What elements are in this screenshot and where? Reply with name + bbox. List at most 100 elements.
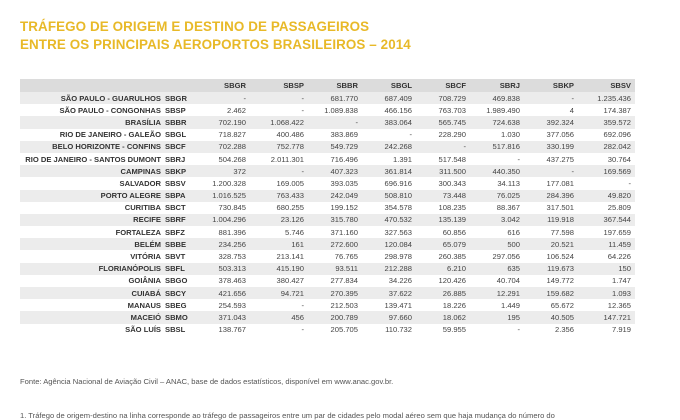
table-cell: 421.656	[205, 287, 250, 300]
table-cell: 25.809	[578, 201, 635, 214]
table-cell: 392.324	[524, 116, 578, 129]
table-row: RECIFE SBRF 1.004.296 23.126 315.780 470.532 1…	[20, 213, 635, 227]
table-cell: 708.729	[416, 92, 470, 105]
table-cell: 752.778	[250, 140, 308, 153]
table-cell: 380.427	[250, 274, 308, 287]
table-cell: 687.409	[362, 92, 416, 105]
table-row: CUIABÁ SBCY 421.656 94.721 270.395 37.622 26.8…	[20, 287, 635, 300]
table-cell: 18.062	[416, 311, 470, 324]
table-cell: 174.387	[578, 104, 635, 117]
table-cell: -	[362, 128, 416, 141]
table-cell: 205.705	[308, 323, 362, 336]
table-row: FORTALEZA SBFZ 881.396 5.746 371.160 327.563 6…	[20, 226, 635, 239]
table-cell: 60.856	[416, 226, 470, 239]
table-cell: 284.396	[524, 189, 578, 202]
table-cell: 73.448	[416, 189, 470, 202]
table-cell: 763.433	[250, 189, 308, 202]
row-city-label: CAMPINAS	[20, 165, 165, 178]
table-cell: 270.395	[308, 287, 362, 300]
column-header: SBKP	[524, 79, 578, 92]
table-cell: 88.367	[470, 201, 524, 214]
table-cell: -	[470, 152, 524, 166]
table-cell: 277.834	[308, 274, 362, 287]
table-cell: 200.789	[308, 311, 362, 324]
table-cell: 692.096	[578, 128, 635, 141]
row-city-label: RECIFE	[20, 213, 165, 227]
table-cell: 272.600	[308, 238, 362, 251]
table-cell: 213.141	[250, 250, 308, 263]
row-airport-code: SBRF	[165, 213, 205, 227]
table-cell: 371.043	[205, 311, 250, 324]
row-airport-code: SBKP	[165, 165, 205, 178]
table-cell: 470.532	[362, 213, 416, 227]
table-row: VITÓRIA SBVT 328.753 213.141 76.765 298.978 26…	[20, 250, 635, 263]
row-city-label: SALVADOR	[20, 177, 165, 190]
table-cell: 372	[205, 165, 250, 178]
table-cell: 400.486	[250, 128, 308, 141]
table-cell: -	[250, 165, 308, 178]
table-cell: 195	[470, 311, 524, 324]
table-cell: 212.503	[308, 299, 362, 312]
row-airport-code: SBGL	[165, 128, 205, 141]
table-cell: 149.772	[524, 274, 578, 287]
table-cell: 730.845	[205, 201, 250, 214]
table-cell: 297.056	[470, 250, 524, 263]
table-cell: 1.989.490	[470, 104, 524, 117]
table-cell: 565.745	[416, 116, 470, 129]
row-airport-code: SBPA	[165, 189, 205, 202]
table-cell: 328.753	[205, 250, 250, 263]
table-cell: 500	[470, 238, 524, 251]
table-cell: 635	[470, 262, 524, 275]
column-header: SBBR	[308, 79, 362, 92]
table-cell: 120.084	[362, 238, 416, 251]
table-cell: 456	[250, 311, 308, 324]
table-cell: 440.350	[470, 165, 524, 178]
table-cell: 94.721	[250, 287, 308, 300]
row-airport-code: SBBR	[165, 116, 205, 129]
row-city-label: SÃO PAULO - CONGONHAS	[20, 104, 165, 117]
table-cell: 119.673	[524, 262, 578, 275]
table-cell: 1.068.422	[250, 116, 308, 129]
row-airport-code: SBCY	[165, 287, 205, 300]
table-cell: 77.598	[524, 226, 578, 239]
table-cell: 3.042	[470, 213, 524, 227]
table-cell: 6.210	[416, 262, 470, 275]
row-airport-code: SBSP	[165, 104, 205, 117]
table-cell: 517.816	[470, 140, 524, 153]
table-cell: 110.732	[362, 323, 416, 336]
table-cell: 354.578	[362, 201, 416, 214]
table-row: CAMPINAS SBKP 372-407.323 361.814 311.500 440…	[20, 165, 635, 178]
table-cell: 702.288	[205, 140, 250, 153]
row-airport-code: SBCF	[165, 140, 205, 153]
table-cell: 119.918	[524, 213, 578, 227]
table-cell: 504.268	[205, 152, 250, 166]
row-city-label: BRASÍLIA	[20, 116, 165, 129]
footnote: 1. Tráfego de origem-destino na linha co…	[20, 411, 555, 420]
column-header: SBSP	[250, 79, 308, 92]
table-cell: 228.290	[416, 128, 470, 141]
table-cell: 696.916	[362, 177, 416, 190]
table-cell: 1.449	[470, 299, 524, 312]
table-row: SALVADOR SBSV 1.200.328 169.005 393.035 696.9…	[20, 177, 635, 190]
table-cell: 1.747	[578, 274, 635, 287]
row-city-label: RIO DE JANEIRO - SANTOS DUMONT	[20, 152, 165, 166]
title-line-1: TRÁFEGO DE ORIGEM E DESTINO DE PASSAGEIR…	[20, 19, 370, 34]
table-cell: 254.593	[205, 299, 250, 312]
title-line-2: ENTRE OS PRINCIPAIS AEROPORTOS BRASILEIR…	[20, 37, 411, 52]
table-cell: 298.978	[362, 250, 416, 263]
table-cell: 106.524	[524, 250, 578, 263]
table-cell: 517.548	[416, 152, 470, 166]
table-cell: 59.955	[416, 323, 470, 336]
table-cell: 108.235	[416, 201, 470, 214]
table-cell: -	[524, 165, 578, 178]
table-cell: 378.463	[205, 274, 250, 287]
table-cell: 64.226	[578, 250, 635, 263]
table-cell: -	[308, 116, 362, 129]
table-cell: 150	[578, 262, 635, 275]
table-cell: 361.814	[362, 165, 416, 178]
table-cell: 93.511	[308, 262, 362, 275]
table-cell: 11.459	[578, 238, 635, 251]
table-cell: 242.268	[362, 140, 416, 153]
table-cell: 327.563	[362, 226, 416, 239]
table-cell: 169.005	[250, 177, 308, 190]
